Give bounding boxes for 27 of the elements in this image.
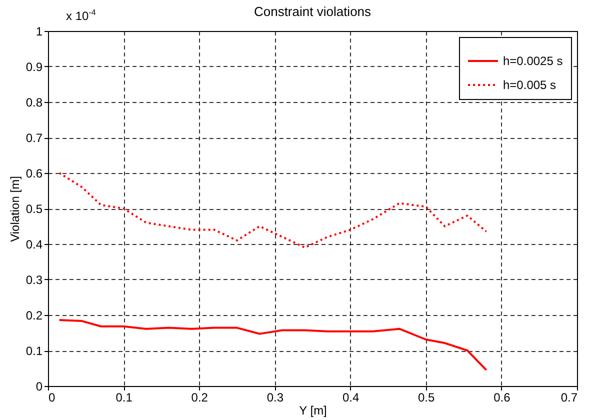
- text: x 10$^{-4}$: [66, 8, 96, 23]
- y-tick-label: 0.7: [26, 131, 43, 145]
- y-tick-label: 0.1: [26, 344, 43, 358]
- x-tick-label: 0.5: [418, 390, 436, 404]
- chart-title: Constraint violations: [254, 4, 372, 19]
- y-tick-label: 0.3: [26, 273, 43, 287]
- x-tick-label: 0.2: [191, 390, 208, 404]
- y-tick-label: 0.4: [26, 238, 43, 252]
- y-axis-title: Violation [m]: [8, 176, 22, 242]
- x-tick-label: 0: [48, 390, 56, 404]
- y-tick-label: 1: [36, 24, 43, 38]
- legend-label: h=0.0025 s: [503, 54, 563, 68]
- y-tick-label: 0: [36, 380, 43, 394]
- y-tick-label: 0.6: [26, 166, 43, 180]
- line-series: [58, 318, 488, 372]
- x-tick-label: 0.7: [560, 390, 578, 404]
- x-axis-title: Y [m]: [299, 404, 327, 418]
- legend-label: h=0.005 s: [503, 78, 556, 92]
- x-tick-label: 0.3: [266, 390, 284, 404]
- line-series: [58, 172, 488, 249]
- y-tick-label: 0.5: [26, 202, 43, 216]
- x-tick-label: 0.4: [342, 390, 360, 404]
- x-tick-label: 0.1: [116, 390, 133, 404]
- y-tick-label: 0.9: [26, 60, 43, 74]
- x-tick-label: 0.6: [494, 390, 511, 404]
- y-tick-label: 0.8: [26, 96, 43, 110]
- y-tick-label: 0.2: [26, 308, 43, 322]
